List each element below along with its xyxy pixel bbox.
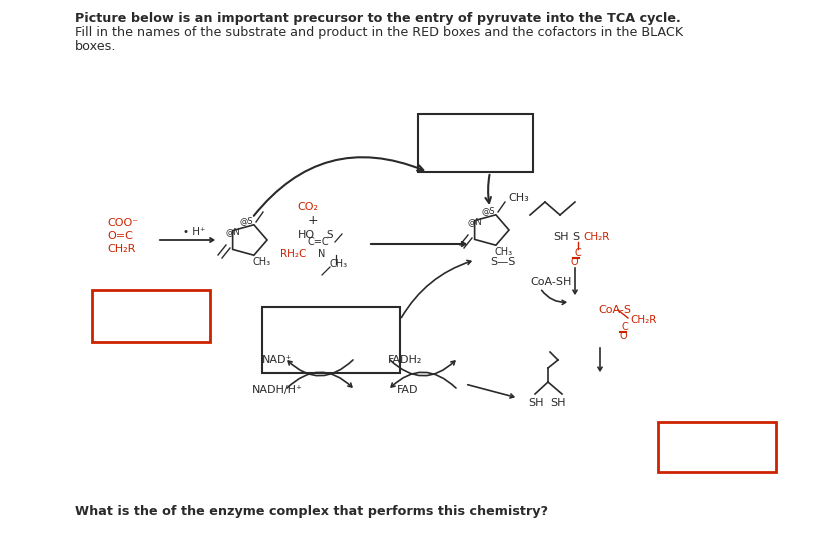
- Text: FAD: FAD: [396, 385, 418, 395]
- Text: boxes.: boxes.: [75, 40, 117, 53]
- Text: CoA-S: CoA-S: [597, 305, 630, 315]
- Text: COO⁻: COO⁻: [107, 218, 138, 228]
- Text: HO: HO: [298, 230, 315, 240]
- Text: SH: SH: [528, 398, 543, 408]
- Text: SH: SH: [549, 398, 565, 408]
- Text: CH₃: CH₃: [495, 247, 513, 257]
- Text: • H⁺: • H⁺: [183, 227, 205, 237]
- Text: N: N: [318, 249, 325, 259]
- Text: RH₂C: RH₂C: [280, 249, 306, 259]
- Text: Fill in the names of the substrate and product in the RED boxes and the cofactor: Fill in the names of the substrate and p…: [75, 26, 682, 39]
- Text: CH₂R: CH₂R: [582, 232, 609, 242]
- Text: +: +: [308, 213, 318, 226]
- Text: O: O: [571, 257, 578, 267]
- Bar: [657, 422, 775, 472]
- Text: NADH/H⁺: NADH/H⁺: [251, 385, 303, 395]
- Bar: [261, 307, 399, 373]
- Text: C: C: [621, 322, 628, 332]
- Text: S: S: [326, 230, 332, 240]
- Text: CO₂: CO₂: [297, 202, 318, 212]
- Text: FADH₂: FADH₂: [388, 355, 422, 365]
- Text: C=C: C=C: [308, 237, 329, 247]
- Text: @S: @S: [240, 217, 253, 226]
- Text: @N: @N: [467, 217, 482, 226]
- Text: NAD⁺: NAD⁺: [261, 355, 292, 365]
- Text: S—S: S—S: [490, 257, 514, 267]
- Bar: [92, 290, 210, 342]
- Text: CH₂R: CH₂R: [107, 244, 135, 254]
- Text: S: S: [571, 232, 578, 242]
- Text: CH₂R: CH₂R: [629, 315, 656, 325]
- Text: Picture below is an important precursor to the entry of pyruvate into the TCA cy: Picture below is an important precursor …: [75, 12, 680, 25]
- Text: @N: @N: [226, 227, 241, 236]
- Text: What is the of the enzyme complex that performs this chemistry?: What is the of the enzyme complex that p…: [75, 506, 547, 519]
- Text: CH₃: CH₃: [330, 259, 347, 269]
- Text: O: O: [619, 331, 627, 341]
- Text: C: C: [574, 248, 581, 258]
- Bar: [418, 114, 533, 172]
- Text: O=C: O=C: [107, 231, 132, 241]
- Text: CoA-SH: CoA-SH: [529, 277, 571, 287]
- Text: CH₃: CH₃: [253, 257, 270, 267]
- Text: CH₃: CH₃: [508, 193, 528, 203]
- Text: SH: SH: [552, 232, 568, 242]
- Text: @S: @S: [481, 207, 495, 216]
